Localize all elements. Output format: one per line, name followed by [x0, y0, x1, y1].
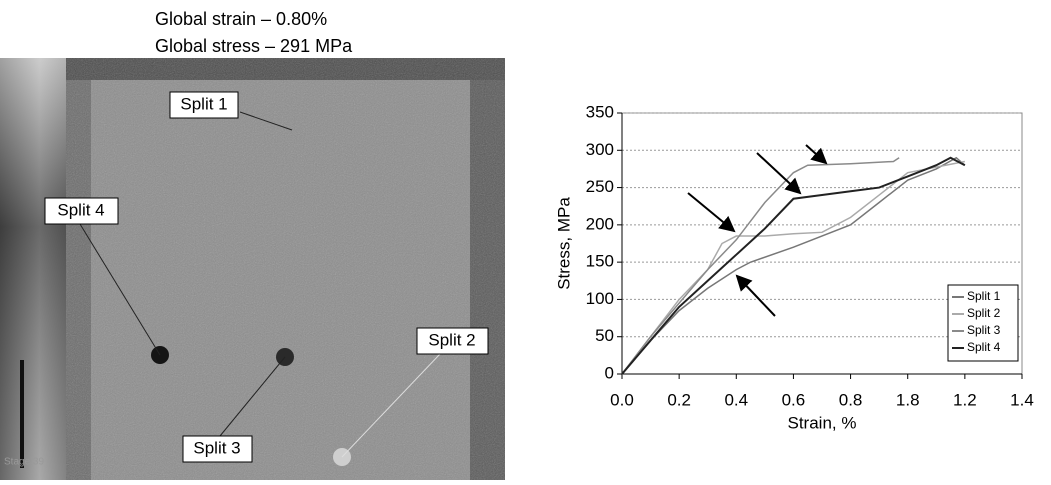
caption: Global strain – 0.80%: [155, 9, 327, 29]
x-tick-label: 0.2: [667, 390, 691, 409]
series-line: [621, 157, 900, 375]
series-line: [621, 156, 966, 375]
legend-label: Split 2: [967, 306, 1001, 320]
stage-label: Stage 39: [4, 457, 44, 468]
x-tick-label: 0.0: [610, 390, 634, 409]
y-tick-label: 250: [586, 177, 614, 196]
x-tick-label: 0.4: [724, 390, 748, 409]
label: Split 4: [57, 200, 104, 219]
label: Split 3: [193, 438, 240, 457]
x-tick-label: 0.6: [782, 390, 806, 409]
x-tick-label: 1.8: [896, 390, 920, 409]
series-line: [621, 160, 966, 375]
arrows: [687, 144, 828, 317]
x-tick-label: 0.8: [839, 390, 863, 409]
x-tick-label: 1.4: [1010, 390, 1034, 409]
chart: 0 50 100 150 200 250 300 350 0.0 0.2 0.4 0.6 0.8 1.8 1…: [554, 102, 1033, 432]
label: Split 1: [180, 94, 227, 113]
y-tick-label: 150: [586, 252, 614, 271]
label: Split 2: [428, 330, 475, 349]
x-tick-label: 1.2: [953, 390, 977, 409]
legend-label: Split 4: [967, 340, 1001, 354]
legend-label: Split 1: [967, 289, 1001, 303]
y-tick-label: 100: [586, 289, 614, 308]
legend-label: Split 3: [967, 323, 1001, 337]
specimen-photo: Split 1 Split 2 Split 3 Split 4 Stage 39: [0, 58, 505, 480]
series-line: [621, 156, 966, 375]
y-axis-title: Stress, MPa: [554, 197, 573, 290]
y-tick-label: 300: [586, 140, 614, 159]
y-tick-label: 200: [586, 214, 614, 233]
caption: Global stress – 291 MPa: [155, 36, 353, 56]
y-tick-label: 350: [586, 102, 614, 121]
x-axis-title: Strain, %: [788, 413, 857, 432]
y-tick-label: 0: [605, 363, 614, 382]
y-tick-label: 50: [595, 326, 614, 345]
